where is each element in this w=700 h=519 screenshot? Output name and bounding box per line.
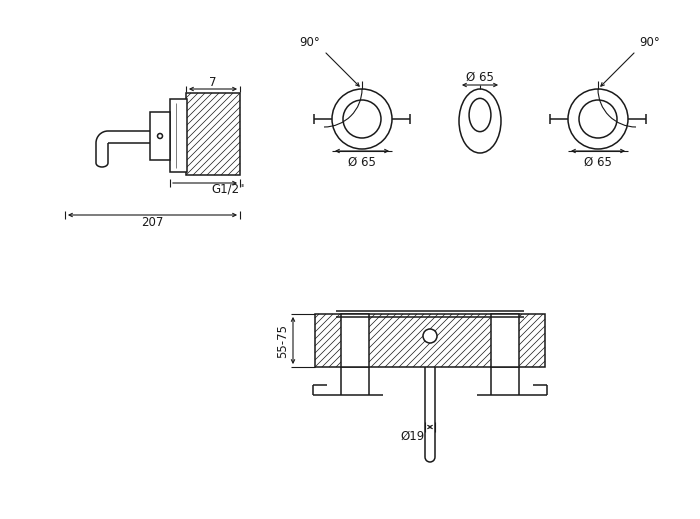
Circle shape [568, 89, 628, 149]
Ellipse shape [459, 89, 501, 153]
Text: 7: 7 [209, 75, 217, 89]
Circle shape [423, 329, 437, 343]
Bar [186, 93, 240, 175]
Circle shape [332, 89, 392, 149]
Bar [150, 112, 170, 160]
Circle shape [579, 100, 617, 138]
Circle shape [158, 133, 162, 139]
Bar [315, 314, 545, 367]
Text: 207: 207 [141, 216, 163, 229]
Bar [170, 99, 187, 172]
Text: 90°: 90° [640, 36, 660, 49]
Bar [491, 314, 519, 367]
Circle shape [343, 100, 381, 138]
Text: 90°: 90° [300, 36, 321, 49]
Ellipse shape [469, 99, 491, 132]
Text: 55-75: 55-75 [276, 323, 290, 358]
Text: Ø 65: Ø 65 [348, 156, 376, 169]
Text: Ø 65: Ø 65 [466, 71, 494, 84]
Text: Ø19: Ø19 [401, 430, 425, 443]
Bar [341, 314, 369, 367]
Text: Ø 65: Ø 65 [584, 156, 612, 169]
Text: G1/2": G1/2" [211, 183, 245, 196]
